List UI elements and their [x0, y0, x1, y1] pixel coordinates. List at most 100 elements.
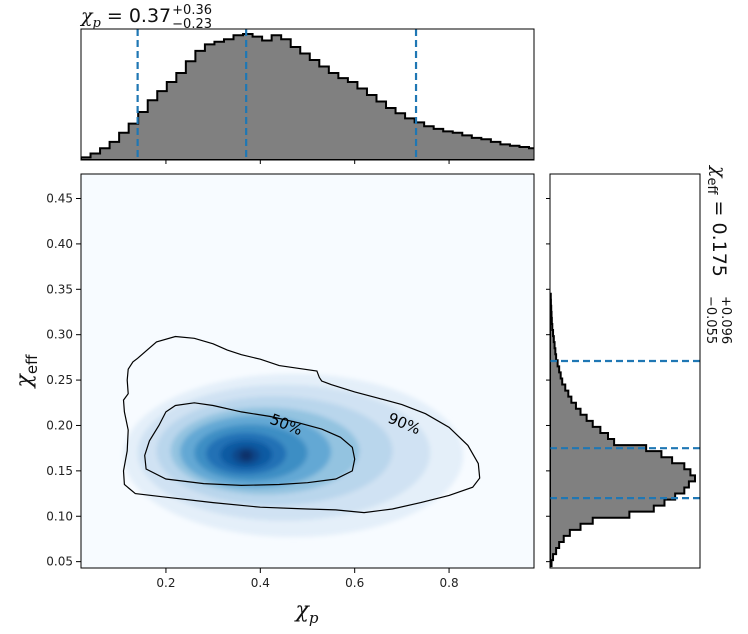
chi-eff-bin: [550, 518, 593, 524]
y-tick-label: 0.45: [46, 192, 73, 206]
chi-eff-title-symbol: χ: [708, 164, 730, 179]
chi-p-bin: [319, 66, 329, 160]
chi-p-bin: [310, 60, 320, 160]
svg-text:χeff = 0.175: χeff = 0.175: [704, 164, 730, 277]
density-level-9: [239, 449, 253, 461]
chi-p-bin: [138, 112, 148, 160]
chi-p-bin: [157, 91, 167, 160]
y-tick-label: 0.10: [46, 509, 73, 523]
y-tick-label: 0.20: [46, 418, 73, 432]
right-panel-ticks: [546, 198, 550, 563]
chi-eff-histogram-outline: [550, 292, 696, 568]
chi-p-bin: [510, 146, 520, 160]
chi-eff-bin: [550, 415, 587, 421]
chi-eff-bin: [550, 451, 661, 457]
chi-p-bin: [243, 34, 253, 160]
chi-p-bin: [548, 151, 558, 160]
chi-p-bin: [205, 44, 215, 160]
chi-eff-bin: [550, 409, 581, 415]
chi-p-bin: [357, 89, 367, 160]
contour-50pct: [144, 402, 356, 487]
chi-p-bin: [453, 133, 463, 160]
chi-p-bin: [491, 142, 501, 160]
chi-p-histogram: [81, 33, 558, 160]
chi-eff-bin: [550, 506, 654, 512]
chi-p-title-plus: +0.36: [172, 3, 212, 18]
chi-eff-bin: [550, 348, 555, 354]
chi-eff-title-eq: =: [708, 194, 730, 222]
chi-p-bin: [519, 147, 529, 160]
chi-p-bin: [234, 35, 244, 160]
chi-p-bin: [367, 95, 377, 160]
chi-eff-bin: [550, 403, 576, 409]
y-tick-label: 0.35: [46, 282, 73, 296]
chi-p-bin: [443, 131, 453, 160]
top-histogram-panel: χp = 0.37 +0.36 −0.23: [79, 3, 558, 164]
chi-p-histogram-fill: [81, 34, 534, 160]
chi-p-bin: [195, 51, 205, 160]
y-axis-ticks: 0.05 0.10 0.15 0.20 0.25 0.30 0.35 0.40 0.45: [46, 192, 81, 569]
chi-p-bin: [186, 61, 196, 160]
chi-p-bin: [176, 73, 186, 160]
chi-p-bin: [481, 139, 491, 160]
chi-eff-bin: [550, 354, 556, 360]
chi-eff-bin: [550, 542, 559, 548]
chi-eff-bin: [550, 366, 559, 372]
chi-p-title-symbol: χ: [79, 5, 94, 27]
chi-p-title-minus: −0.23: [172, 17, 212, 32]
y-axis-label: χeff: [12, 354, 41, 390]
chi-eff-bin: [550, 378, 562, 384]
chi-eff-bin: [550, 372, 561, 378]
chi-p-bin: [148, 100, 158, 160]
y-tick-label: 0.25: [46, 373, 73, 387]
chi-p-bin: [253, 37, 263, 160]
chi-p-summary-title: χp = 0.37: [79, 5, 171, 31]
chi-p-bin: [405, 118, 415, 160]
chi-eff-bin: [550, 494, 675, 500]
chi-eff-title-minus: −0.055: [703, 296, 718, 344]
chi-p-bin: [272, 35, 282, 160]
chi-p-bin: [462, 135, 472, 160]
density-blob-group: [123, 373, 464, 538]
chi-p-bin: [110, 142, 120, 160]
chi-p-bin: [91, 154, 101, 160]
chi-p-bin: [348, 82, 358, 160]
x-tick-label: 0.6: [345, 576, 364, 590]
chi-eff-bin: [550, 421, 593, 427]
chi-eff-bin: [550, 475, 695, 481]
chi-eff-title-median: 0.175: [708, 222, 730, 276]
y-tick-label: 0.05: [46, 555, 73, 569]
right-panel-frame: [549, 173, 701, 569]
chi-p-bin: [119, 133, 129, 160]
y-tick-label: 0.40: [46, 237, 73, 251]
chi-eff-bin: [550, 463, 684, 469]
chi-eff-bin: [550, 536, 564, 542]
chi-p-bin: [214, 42, 224, 160]
chi-p-bin: [167, 82, 177, 160]
chi-eff-bin: [550, 391, 568, 397]
chi-eff-bin: [550, 427, 600, 433]
chi-eff-bin: [550, 469, 690, 475]
x-tick-label: 0.8: [440, 576, 459, 590]
main-density-panel: 50% 90% 0.2 0.4 0.6 0.8 0.050.100.150.200.25…: [12, 173, 535, 627]
right-histogram-panel: χeff = 0.175 +0.096 −0.055: [546, 164, 733, 569]
x-tick-label: 0.4: [251, 576, 270, 590]
main-panel-frame: [80, 173, 535, 569]
chi-p-histogram-outline: [81, 33, 534, 160]
chi-eff-title-plus: +0.096: [718, 296, 733, 344]
chi-p-bin: [281, 39, 291, 160]
chi-eff-bin: [550, 439, 614, 445]
contour-90pct: [122, 335, 481, 514]
y-tick-label: 0.15: [46, 464, 73, 478]
chi-p-bin: [100, 148, 110, 160]
chi-p-bin: [424, 126, 434, 160]
chi-p-bin: [291, 47, 301, 160]
chi-eff-bin: [550, 385, 565, 391]
chi-p-bin: [262, 40, 272, 160]
chi-eff-bin: [550, 457, 672, 463]
chi-eff-bin: [550, 481, 689, 487]
chi-eff-bin: [550, 512, 629, 518]
chi-p-bin: [500, 144, 510, 160]
chi-eff-bin: [550, 342, 555, 348]
chi-p-bin: [376, 102, 386, 160]
